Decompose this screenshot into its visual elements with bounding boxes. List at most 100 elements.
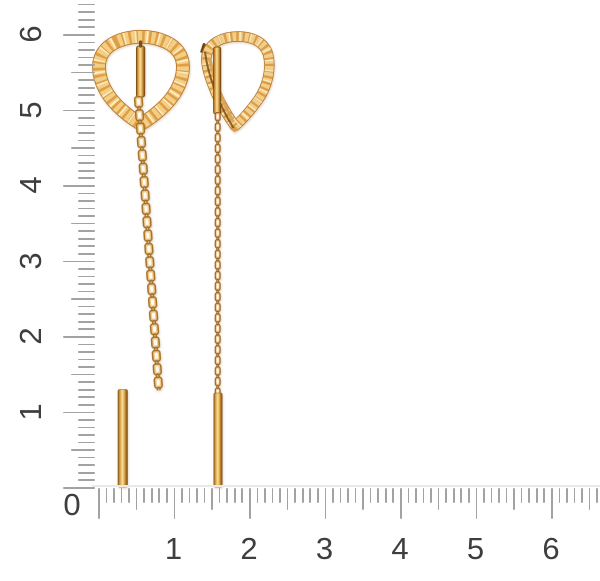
- ruler-tick-mm: [78, 434, 95, 436]
- ruler-tick-mm: [78, 169, 95, 172]
- ruler-label: 5: [12, 100, 48, 119]
- ruler-label: 6: [542, 530, 560, 566]
- ruler-tick-mm: [520, 488, 523, 503]
- ruler-tick-mm: [445, 488, 447, 503]
- ruler-tick-halfcm: [362, 488, 364, 510]
- ruler-tick-cm: [324, 488, 327, 519]
- ruler-label: 6: [12, 25, 48, 43]
- ruler-tick-halfcm: [71, 71, 95, 74]
- ruler-tick-mm: [78, 268, 95, 270]
- ruler-tick-mm: [78, 305, 95, 308]
- ruler-tick-cm: [63, 411, 95, 414]
- ruler-tick-halfcm: [437, 488, 440, 510]
- ruler-tick-mm: [158, 488, 161, 503]
- ruler-tick-mm: [294, 488, 296, 503]
- ruler-label: 4: [12, 176, 48, 194]
- ruler-tick-cm: [63, 336, 95, 338]
- ruler-tick-mm: [203, 488, 206, 503]
- right-earring-post-tip: [200, 43, 206, 53]
- ruler-tick-mm: [339, 488, 342, 503]
- ruler-tick-mm: [78, 41, 95, 44]
- ruler-tick-mm: [105, 488, 108, 503]
- ruler-tick-mm: [347, 488, 349, 503]
- ruler-tick-mm: [271, 488, 274, 503]
- ruler-tick-mm: [505, 488, 508, 503]
- ruler-tick-mm: [165, 488, 168, 503]
- horizontal-ruler: 1 2 3 4 5 6: [0, 488, 600, 581]
- ruler-tick-mm: [377, 488, 380, 503]
- left-earring-post: [135, 45, 146, 98]
- ruler-tick-mm: [452, 488, 455, 503]
- ruler-tick-mm: [78, 403, 95, 406]
- ruler-tick-mm: [78, 358, 95, 361]
- ruler-tick-mm: [78, 351, 95, 353]
- ruler-label: 3: [12, 251, 48, 270]
- ruler-tick-cm: [63, 185, 95, 187]
- ruler-tick-mm: [78, 366, 95, 368]
- ruler-tick-halfcm: [71, 449, 95, 451]
- ruler-tick-mm: [558, 488, 561, 503]
- ruler-tick-mm: [128, 488, 130, 503]
- ruler-tick-mm: [78, 313, 95, 316]
- ruler-tick-mm: [78, 479, 95, 482]
- ruler-tick-mm: [78, 396, 95, 399]
- ruler-tick-mm: [392, 488, 395, 503]
- ruler-tick-mm: [113, 488, 115, 503]
- ruler-tick-mm: [301, 488, 304, 503]
- ruler-tick-halfcm: [286, 488, 289, 510]
- ruler-tick-mm: [78, 139, 95, 142]
- ruler-tick-halfcm: [135, 488, 138, 510]
- ruler-tick-mm: [181, 488, 183, 503]
- ruler-tick-mm: [78, 290, 95, 293]
- ruler-tick-mm: [543, 488, 546, 503]
- right-earring-chain: [213, 112, 222, 393]
- ruler-tick-mm: [78, 200, 95, 202]
- ruler-tick-mm: [596, 488, 598, 503]
- ruler-tick-mm: [78, 117, 95, 119]
- ruler-tick-mm: [264, 488, 266, 503]
- left-earring-post-tip: [138, 40, 143, 48]
- ruler-label: 5: [466, 530, 485, 566]
- ruler-label: 1: [164, 530, 183, 566]
- ruler-tick-cm: [98, 488, 100, 519]
- ruler-tick-mm: [188, 488, 191, 503]
- ruler-tick-mm: [369, 488, 372, 503]
- ruler-tick-mm: [256, 488, 259, 503]
- ruler-tick-mm: [498, 488, 500, 503]
- ruler-tick-mm: [143, 488, 145, 503]
- ruler-tick-mm: [483, 488, 485, 503]
- ruler-tick-mm: [78, 464, 95, 467]
- ruler-tick-mm: [422, 488, 425, 503]
- ruler-tick-mm: [78, 275, 95, 278]
- ruler-tick-mm: [78, 215, 95, 217]
- ruler-tick-mm: [467, 488, 470, 503]
- ruler-tick-mm: [316, 488, 319, 503]
- ruler-tick-mm: [279, 488, 281, 503]
- ruler-tick-mm: [528, 488, 531, 503]
- right-earring-bar: [213, 392, 223, 488]
- ruler-tick-mm: [78, 252, 95, 255]
- ruler-tick-mm: [78, 419, 95, 421]
- ruler-tick-mm: [78, 101, 95, 104]
- ruler-tick-mm: [78, 320, 95, 323]
- ruler-tick-mm: [196, 488, 198, 503]
- ruler-tick-mm: [78, 471, 95, 474]
- ruler-tick-mm: [78, 456, 95, 459]
- ruler-tick-mm: [78, 94, 95, 97]
- ruler-tick-mm: [78, 64, 95, 66]
- ruler-tick-mm: [430, 488, 432, 503]
- ruler-tick-mm: [78, 388, 95, 391]
- left-earring-bar: [117, 389, 128, 488]
- ruler-tick-mm: [78, 11, 95, 14]
- ruler-tick-mm: [581, 488, 583, 503]
- ruler-tick-mm: [78, 426, 95, 429]
- ruler-tick-cm: [249, 488, 251, 519]
- ruler-tick-cm: [173, 488, 176, 519]
- ruler-tick-mm: [490, 488, 493, 503]
- ruler-tick-cm: [63, 487, 95, 489]
- ruler-tick-cm: [63, 34, 95, 36]
- left-earring-frame: [92, 29, 190, 131]
- ruler-tick-mm: [384, 488, 387, 503]
- ruler-tick-cm: [63, 109, 95, 112]
